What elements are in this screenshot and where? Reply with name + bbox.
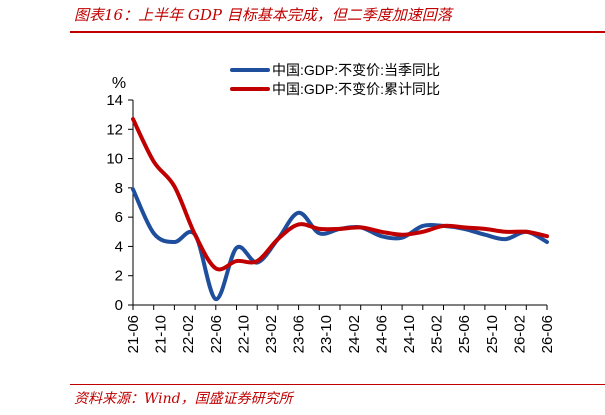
x-tick-label: 24-02 [346, 315, 363, 353]
x-tick-label: 25-10 [484, 315, 501, 353]
x-tick-label: 23-02 [263, 315, 280, 353]
y-tick-label: 0 [115, 297, 123, 314]
series-line-quarterly-yoy [131, 187, 549, 302]
figure-title: 图表16：上半年 GDP 目标基本完成，但二季度加速回落 [74, 6, 452, 24]
x-tick-label: 23-10 [318, 315, 335, 353]
x-tick-label: 25-02 [429, 315, 446, 353]
x-tick-label: 25-06 [456, 315, 473, 353]
y-tick-label: 8 [115, 180, 123, 197]
y-axis-unit: % [112, 75, 126, 92]
x-tick-label: 21-10 [153, 315, 170, 353]
x-tick-label: 23-06 [291, 315, 308, 353]
legend-label: 中国:GDP:不变价:累计同比 [272, 81, 440, 97]
x-tick-label: 26-02 [511, 315, 528, 353]
y-tick-label: 14 [106, 92, 123, 109]
title-rule [70, 31, 605, 33]
source-note: 资料来源：Wind，国盛证券研究所 [74, 391, 293, 407]
y-tick-label: 6 [115, 209, 123, 226]
x-tick-label: 22-02 [180, 315, 197, 353]
y-tick-label: 2 [115, 268, 123, 285]
x-tick-label: 26-06 [539, 315, 556, 353]
x-tick-label: 24-06 [373, 315, 390, 353]
axes: 0 2 4 6 8 10 12 14% 21-06 21-10 22-02 22-06 22-10 23-… [106, 75, 556, 353]
y-tick-label: 4 [115, 238, 123, 255]
x-tick-label: 24-10 [401, 315, 418, 353]
y-tick-label: 12 [106, 121, 123, 138]
legend-label: 中国:GDP:不变价:当季同比 [272, 62, 440, 78]
source-rule [70, 384, 605, 385]
x-tick-label: 22-06 [208, 315, 225, 353]
x-tick-label: 22-10 [235, 315, 252, 353]
x-tick-label: 21-06 [125, 315, 142, 353]
series-line-cumulative-yoy [131, 117, 549, 272]
series-lines [131, 117, 549, 302]
y-tick-label: 10 [106, 151, 123, 168]
